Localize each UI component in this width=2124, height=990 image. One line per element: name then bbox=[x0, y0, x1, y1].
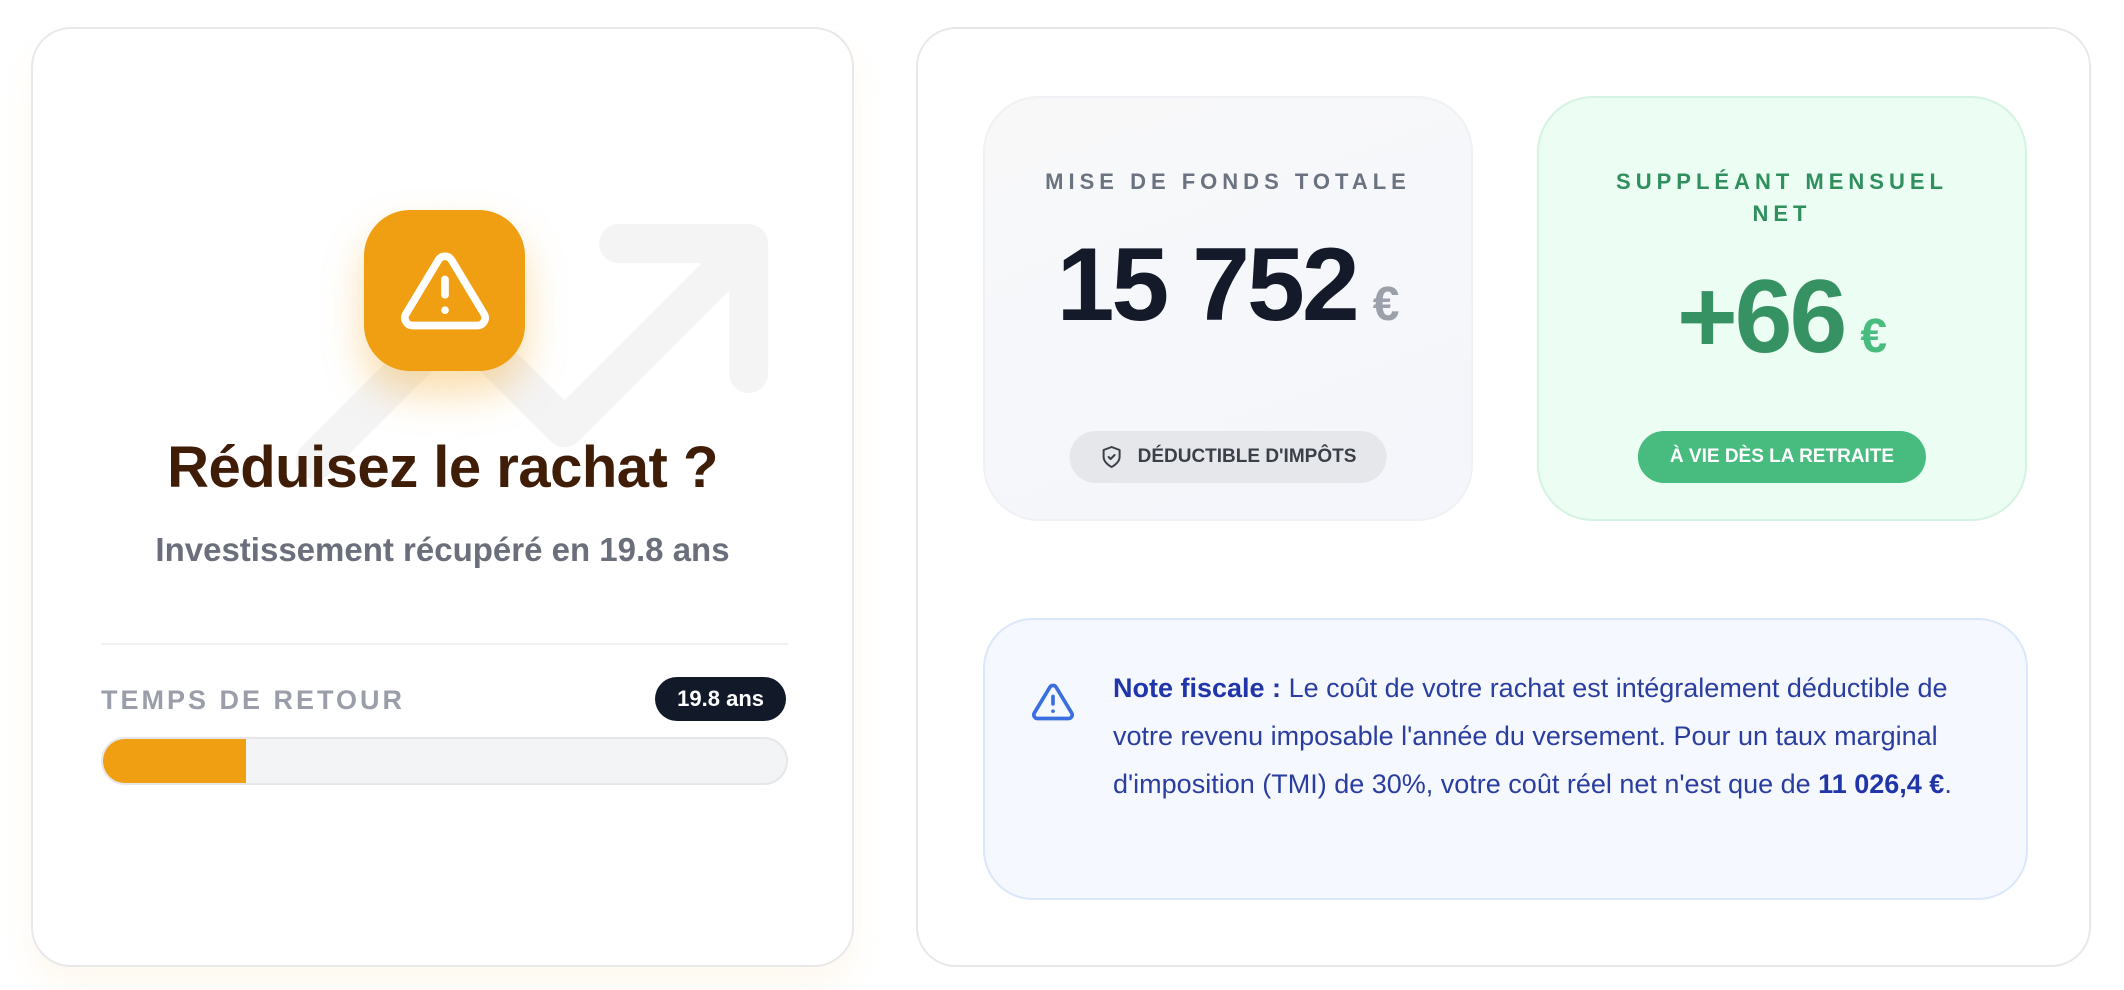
lifetime-pill: À VIE DÈS LA RETRAITE bbox=[1637, 431, 1927, 483]
card-subtitle: Investissement récupéré en 19.8 ans bbox=[155, 531, 730, 568]
summary-card: MISE DE FONDS TOTALE 15 752 € DÉDUCTIBLE … bbox=[916, 27, 2091, 967]
stat-value: 15 752 bbox=[1056, 227, 1360, 343]
warning-triangle-icon bbox=[400, 252, 489, 329]
currency: € bbox=[1372, 278, 1400, 331]
stat-label: MISE DE FONDS TOTALE bbox=[1045, 169, 1411, 194]
return-progress-bar bbox=[101, 737, 788, 785]
return-time-badge: 19.8 ans bbox=[655, 677, 786, 721]
pill-label: DÉDUCTIBLE D'IMPÔTS bbox=[1137, 446, 1357, 467]
trending-up-icon bbox=[295, 224, 769, 480]
monthly-supplement-stat: SUPPLÉANT MENSUEL NET +66 € À VIE DÈS LA … bbox=[1537, 96, 2027, 521]
currency: € bbox=[1860, 310, 1888, 363]
tax-deductible-pill: DÉDUCTIBLE D'IMPÔTS bbox=[1069, 431, 1387, 483]
warning-triangle-icon bbox=[1032, 683, 1074, 721]
note-text: Note fiscale : Le coût de votre rachat e… bbox=[1113, 664, 1986, 808]
note-title: Note fiscale : bbox=[1113, 673, 1282, 703]
pill-label: À VIE DÈS LA RETRAITE bbox=[1669, 446, 1895, 467]
divider bbox=[101, 643, 788, 645]
shield-check-icon bbox=[1102, 446, 1121, 468]
warning-badge bbox=[364, 210, 525, 371]
note-body: Le coût de votre rachat est intégralemen… bbox=[1113, 673, 1948, 799]
note-end: . bbox=[1944, 769, 1952, 799]
card-title: Réduisez le rachat ? bbox=[167, 435, 718, 500]
stat-value: +66 bbox=[1676, 259, 1847, 375]
tax-note: Note fiscale : Le coût de votre rachat e… bbox=[983, 618, 2028, 900]
net-cost-amount: 11 026,4 € bbox=[1818, 769, 1945, 799]
stat-label: SUPPLÉANT MENSUEL NET bbox=[1616, 169, 1948, 226]
payback-card: Réduisez le rachat ? Investissement récu… bbox=[31, 27, 854, 967]
return-time-label: TEMPS DE RETOUR bbox=[101, 685, 406, 715]
progress-fill bbox=[103, 739, 247, 783]
total-investment-stat: MISE DE FONDS TOTALE 15 752 € DÉDUCTIBLE … bbox=[983, 96, 1473, 521]
